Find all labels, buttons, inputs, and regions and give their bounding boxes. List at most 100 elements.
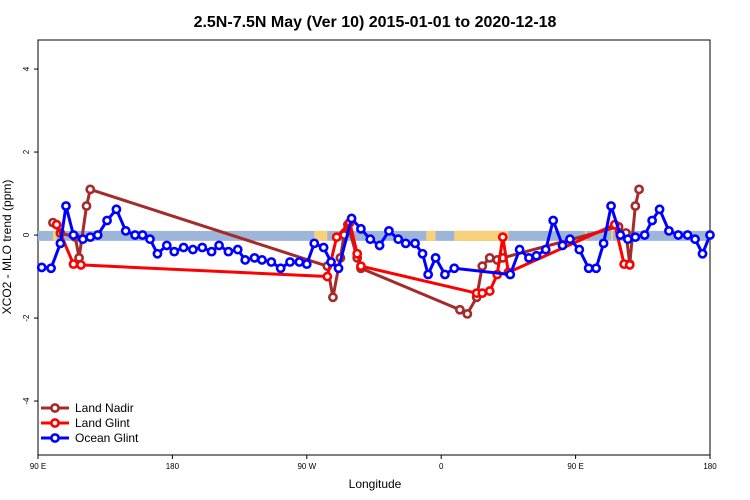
ocean-glint-point: [505, 269, 516, 280]
y-tick-label: -4: [22, 397, 31, 405]
land-glint-point: [331, 232, 342, 243]
land-nadir-point: [634, 184, 644, 195]
ocean-glint-point: [326, 257, 336, 267]
ocean-glint-point: [400, 238, 411, 249]
land-band: [426, 230, 436, 241]
ocean-glint-point: [92, 230, 103, 240]
ocean-glint-point: [46, 263, 56, 274]
land-glint-point: [352, 248, 363, 259]
land-band: [314, 230, 328, 241]
ocean-glint-point: [449, 263, 460, 274]
ocean-glint-point: [374, 240, 385, 251]
land-glint-point: [497, 232, 508, 243]
y-axis-label: XCO2 - MLO trend (ppm): [0, 180, 14, 315]
ocean-glint-point: [531, 250, 542, 261]
x-tick-label: 90 E: [30, 462, 46, 471]
ocean-glint-point: [682, 230, 693, 240]
series-lines: [36, 184, 715, 319]
ocean-glint-point: [639, 230, 650, 240]
land-glint-point: [477, 288, 488, 299]
ocean-glint-point: [36, 262, 47, 273]
ocean-glint-point: [68, 230, 79, 240]
ocean-glint-point: [120, 225, 131, 236]
ocean-glint-point: [664, 225, 674, 236]
ocean-glint-point: [514, 244, 525, 255]
ocean-glint-point: [318, 242, 329, 253]
ocean-glint-point: [557, 240, 568, 251]
ocean-glint-point: [622, 234, 633, 245]
ocean-glint-point: [294, 257, 305, 267]
ocean-glint-point: [540, 244, 551, 255]
x-tick-label: 0: [439, 462, 444, 471]
x-axis-label: Longitude: [349, 477, 402, 491]
ocean-glint-point: [214, 240, 224, 251]
chart-title: 2.5N-7.5N May (Ver 10) 2015-01-01 to 202…: [194, 14, 557, 31]
x-tick-label: 180: [166, 462, 180, 471]
ocean-glint-point: [152, 248, 163, 259]
ocean-glint-point: [615, 230, 626, 240]
ocean-glint-point: [333, 263, 344, 274]
ocean-glint-point: [77, 234, 88, 245]
ocean-glint-point: [240, 255, 251, 265]
ocean-glint-point: [257, 255, 267, 265]
ocean-glint-point: [598, 238, 609, 249]
ocean-glint-point: [606, 201, 616, 211]
ocean-glint-point: [232, 244, 243, 255]
ocean-glint-point: [430, 252, 441, 263]
series-land-glint: [51, 217, 635, 299]
ocean-glint-point: [705, 230, 715, 240]
ocean-glint-point: [102, 215, 112, 226]
land-glint-point: [322, 271, 333, 282]
ocean-glint-point: [356, 223, 366, 234]
ocean-glint-point: [417, 248, 428, 259]
ocean-glint-point: [346, 213, 357, 224]
ocean-glint-point: [440, 269, 450, 280]
land-band: [52, 230, 57, 241]
ocean-glint-point: [410, 238, 420, 249]
ocean-glint-point: [654, 204, 665, 215]
legend-swatch-marker: [50, 403, 60, 413]
ocean-glint-point: [169, 246, 180, 257]
ocean-glint-point: [574, 244, 585, 255]
x-tick-label: 90 W: [297, 462, 316, 471]
ocean-glint-point: [393, 234, 404, 245]
plot-frame: [37, 39, 711, 456]
legend-swatch-marker: [50, 418, 60, 428]
ocean-glint-point: [161, 240, 172, 251]
ocean-glint-point: [630, 232, 641, 243]
ocean-glint-point: [275, 263, 286, 274]
ocean-glint-point: [178, 242, 189, 253]
ocean-glint-point: [365, 234, 376, 245]
ocean-glint-point: [130, 230, 140, 240]
ocean-glint-point: [548, 215, 559, 226]
y-tick-label: 0: [22, 232, 31, 237]
legend-item-land-nadir: Land Nadir: [41, 401, 134, 415]
ocean-glint-point: [85, 232, 96, 243]
ocean-glint-point: [137, 230, 148, 240]
land-nadir-point: [81, 201, 92, 211]
ocean-glint-point: [55, 238, 66, 249]
y-tick-label: 2: [22, 149, 31, 154]
ocean-glint-point: [111, 204, 122, 215]
ocean-glint-point: [188, 244, 198, 255]
legend-swatch-marker: [50, 433, 60, 443]
x-tick-label: 180: [703, 462, 717, 471]
land-glint-point: [624, 260, 635, 270]
land-glint-point: [51, 219, 62, 230]
ocean-glint-point: [591, 263, 602, 274]
land-glint-point: [484, 286, 495, 296]
ocean-glint-point: [61, 201, 71, 211]
ocean-glint-point: [647, 215, 658, 226]
legend-label: Ocean Glint: [75, 431, 139, 445]
y-tick-label: -2: [22, 314, 31, 322]
ocean-glint-point: [266, 257, 277, 267]
land-nadir-point: [484, 252, 495, 263]
ocean-glint-point: [697, 248, 708, 259]
x-tick-label: 90 E: [567, 462, 583, 471]
land-band: [454, 230, 509, 241]
ocean-glint-point: [423, 269, 434, 280]
land-band: [611, 230, 613, 241]
ocean-glint-point: [223, 246, 234, 257]
series-ocean-glint: [36, 201, 715, 280]
